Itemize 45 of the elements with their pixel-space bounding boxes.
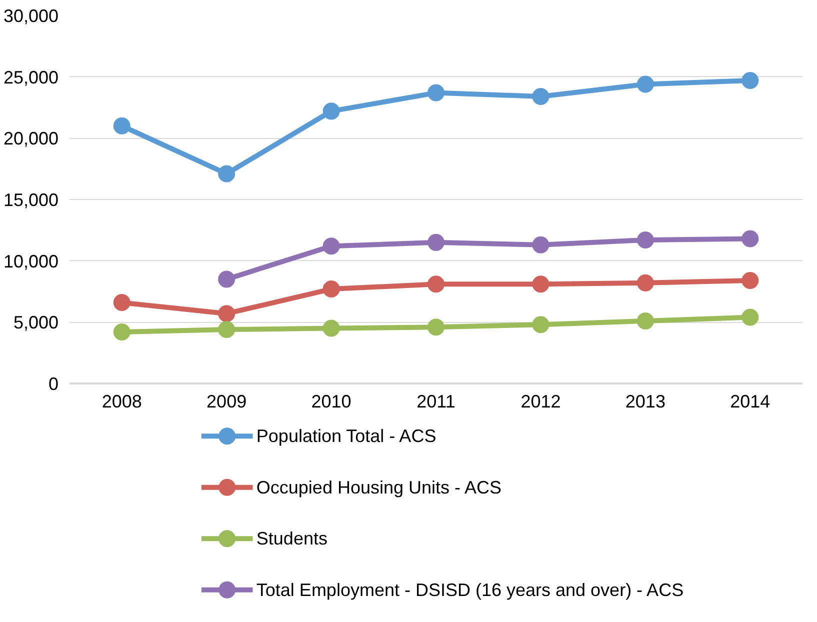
point [532,276,550,293]
x-tick-label: 2008 [102,392,142,412]
point [428,276,444,293]
point [218,165,236,182]
point [218,270,236,288]
x-tick-label: 2010 [311,392,352,412]
y-tick-label: 5,000 [13,312,59,333]
point [322,102,340,120]
x-tick-label: 2014 [730,392,770,412]
y-tick-label: 30,000 [3,6,59,26]
y-tick-label: 15,000 [3,190,59,210]
point [532,236,550,254]
point [322,320,340,337]
point [742,272,759,289]
x-tick-label: 2012 [520,392,561,412]
point [636,231,654,248]
point [113,323,130,340]
point [113,294,130,312]
point [532,88,550,105]
x-tick-label: 2009 [206,392,247,412]
y-tick-label: 0 [48,374,59,394]
point [428,318,444,336]
point [636,76,654,93]
point [742,308,759,326]
y-tick-label: 20,000 [3,128,59,149]
point [428,84,444,102]
y-tick-label: 10,000 [3,251,59,272]
point [742,230,759,248]
point [532,316,550,334]
y-tick-label: 25,000 [3,67,59,88]
point [322,280,340,298]
point [218,321,236,338]
point [113,117,130,134]
x-tick-label: 2013 [625,392,666,412]
x-tick-label: 2011 [416,392,456,412]
legend-label: Students [256,528,328,549]
point [636,312,654,330]
point [428,234,444,251]
point [218,305,236,322]
legend-label: Occupied Housing Units - ACS [256,477,502,498]
point [742,72,759,89]
point [636,274,654,292]
legend-label: Population Total - ACS [256,426,436,446]
point [322,238,340,255]
legend-label: Total Employment - DSISD (16 years and over) - ACS [256,580,684,600]
